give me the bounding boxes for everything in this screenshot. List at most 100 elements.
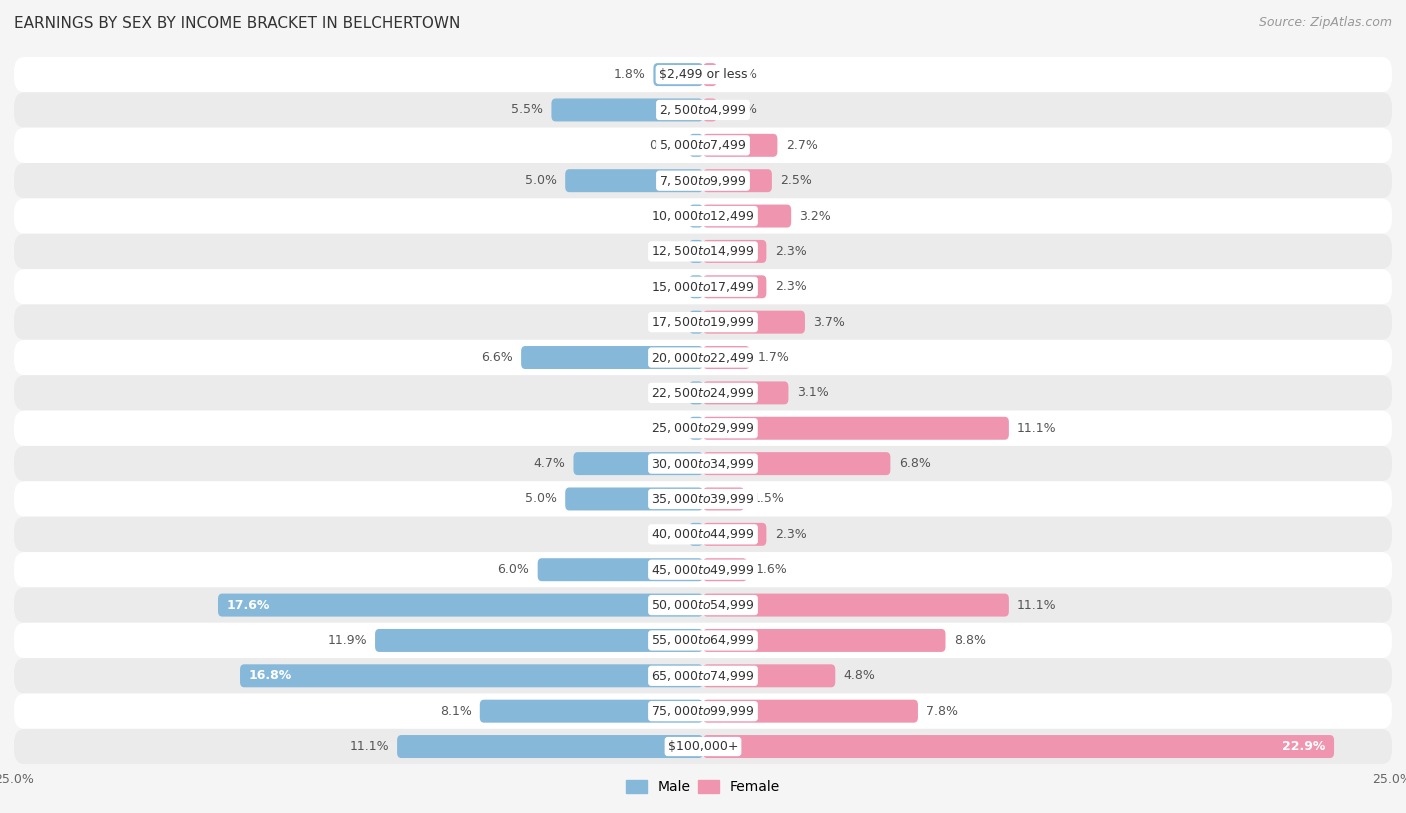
Text: $75,000 to $99,999: $75,000 to $99,999	[651, 704, 755, 718]
FancyBboxPatch shape	[703, 452, 890, 475]
FancyBboxPatch shape	[689, 134, 703, 157]
FancyBboxPatch shape	[14, 552, 1392, 587]
FancyBboxPatch shape	[689, 240, 703, 263]
FancyBboxPatch shape	[14, 269, 1392, 304]
Text: $5,000 to $7,499: $5,000 to $7,499	[659, 138, 747, 152]
Text: 0.0%: 0.0%	[650, 528, 681, 541]
Text: 3.2%: 3.2%	[800, 210, 831, 223]
FancyBboxPatch shape	[14, 411, 1392, 446]
FancyBboxPatch shape	[703, 134, 778, 157]
FancyBboxPatch shape	[703, 240, 766, 263]
FancyBboxPatch shape	[240, 664, 703, 687]
Text: 6.6%: 6.6%	[481, 351, 513, 364]
Text: 0.0%: 0.0%	[650, 139, 681, 152]
Text: 4.7%: 4.7%	[533, 457, 565, 470]
Text: Source: ZipAtlas.com: Source: ZipAtlas.com	[1258, 16, 1392, 29]
Text: 11.9%: 11.9%	[328, 634, 367, 647]
FancyBboxPatch shape	[703, 664, 835, 687]
FancyBboxPatch shape	[689, 381, 703, 404]
Text: $20,000 to $22,499: $20,000 to $22,499	[651, 350, 755, 364]
Text: 11.1%: 11.1%	[1017, 422, 1057, 435]
FancyBboxPatch shape	[537, 559, 703, 581]
Text: 6.8%: 6.8%	[898, 457, 931, 470]
FancyBboxPatch shape	[14, 375, 1392, 411]
FancyBboxPatch shape	[703, 629, 945, 652]
Text: 2.5%: 2.5%	[780, 174, 813, 187]
Text: 0.0%: 0.0%	[650, 245, 681, 258]
Text: 7.8%: 7.8%	[927, 705, 959, 718]
FancyBboxPatch shape	[703, 276, 766, 298]
FancyBboxPatch shape	[703, 700, 918, 723]
FancyBboxPatch shape	[14, 587, 1392, 623]
FancyBboxPatch shape	[703, 63, 717, 86]
FancyBboxPatch shape	[218, 593, 703, 616]
FancyBboxPatch shape	[703, 169, 772, 192]
FancyBboxPatch shape	[14, 517, 1392, 552]
FancyBboxPatch shape	[689, 276, 703, 298]
FancyBboxPatch shape	[14, 234, 1392, 269]
FancyBboxPatch shape	[14, 198, 1392, 234]
FancyBboxPatch shape	[703, 346, 749, 369]
Text: 0.0%: 0.0%	[650, 386, 681, 399]
FancyBboxPatch shape	[14, 693, 1392, 729]
Text: $25,000 to $29,999: $25,000 to $29,999	[651, 421, 755, 435]
Text: $40,000 to $44,999: $40,000 to $44,999	[651, 528, 755, 541]
FancyBboxPatch shape	[14, 446, 1392, 481]
FancyBboxPatch shape	[14, 729, 1392, 764]
Text: 0.0%: 0.0%	[725, 68, 756, 81]
FancyBboxPatch shape	[703, 523, 766, 546]
Text: $30,000 to $34,999: $30,000 to $34,999	[651, 457, 755, 471]
Text: 1.7%: 1.7%	[758, 351, 790, 364]
FancyBboxPatch shape	[689, 417, 703, 440]
Text: 16.8%: 16.8%	[249, 669, 291, 682]
Text: 11.1%: 11.1%	[349, 740, 389, 753]
Text: 5.5%: 5.5%	[512, 103, 543, 116]
Text: $100,000+: $100,000+	[668, 740, 738, 753]
FancyBboxPatch shape	[574, 452, 703, 475]
FancyBboxPatch shape	[14, 340, 1392, 375]
FancyBboxPatch shape	[14, 92, 1392, 128]
Text: $2,499 or less: $2,499 or less	[659, 68, 747, 81]
Text: 0.0%: 0.0%	[725, 103, 756, 116]
Text: 1.8%: 1.8%	[613, 68, 645, 81]
Text: $2,500 to $4,999: $2,500 to $4,999	[659, 103, 747, 117]
Text: 8.8%: 8.8%	[953, 634, 986, 647]
FancyBboxPatch shape	[689, 205, 703, 228]
Text: 1.5%: 1.5%	[752, 493, 785, 506]
Text: $50,000 to $54,999: $50,000 to $54,999	[651, 598, 755, 612]
FancyBboxPatch shape	[14, 659, 1392, 693]
Text: $65,000 to $74,999: $65,000 to $74,999	[651, 669, 755, 683]
Text: $35,000 to $39,999: $35,000 to $39,999	[651, 492, 755, 506]
Text: 2.3%: 2.3%	[775, 528, 807, 541]
Text: 0.0%: 0.0%	[650, 422, 681, 435]
Text: 2.7%: 2.7%	[786, 139, 817, 152]
FancyBboxPatch shape	[551, 98, 703, 121]
Text: $15,000 to $17,499: $15,000 to $17,499	[651, 280, 755, 293]
FancyBboxPatch shape	[14, 623, 1392, 659]
FancyBboxPatch shape	[703, 98, 717, 121]
Text: 0.0%: 0.0%	[650, 280, 681, 293]
Text: 8.1%: 8.1%	[440, 705, 471, 718]
FancyBboxPatch shape	[703, 559, 747, 581]
FancyBboxPatch shape	[565, 488, 703, 511]
FancyBboxPatch shape	[522, 346, 703, 369]
FancyBboxPatch shape	[703, 311, 806, 333]
Legend: Male, Female: Male, Female	[620, 775, 786, 800]
Text: 0.0%: 0.0%	[650, 315, 681, 328]
Text: 2.3%: 2.3%	[775, 280, 807, 293]
Text: 17.6%: 17.6%	[226, 598, 270, 611]
FancyBboxPatch shape	[14, 481, 1392, 517]
FancyBboxPatch shape	[689, 311, 703, 333]
Text: 2.3%: 2.3%	[775, 245, 807, 258]
FancyBboxPatch shape	[703, 488, 744, 511]
Text: $17,500 to $19,999: $17,500 to $19,999	[651, 315, 755, 329]
Text: 0.0%: 0.0%	[650, 210, 681, 223]
Text: $7,500 to $9,999: $7,500 to $9,999	[659, 174, 747, 188]
FancyBboxPatch shape	[689, 523, 703, 546]
FancyBboxPatch shape	[396, 735, 703, 758]
FancyBboxPatch shape	[654, 63, 703, 86]
FancyBboxPatch shape	[703, 381, 789, 404]
Text: 6.0%: 6.0%	[498, 563, 530, 576]
Text: $12,500 to $14,999: $12,500 to $14,999	[651, 245, 755, 259]
Text: $22,500 to $24,999: $22,500 to $24,999	[651, 386, 755, 400]
